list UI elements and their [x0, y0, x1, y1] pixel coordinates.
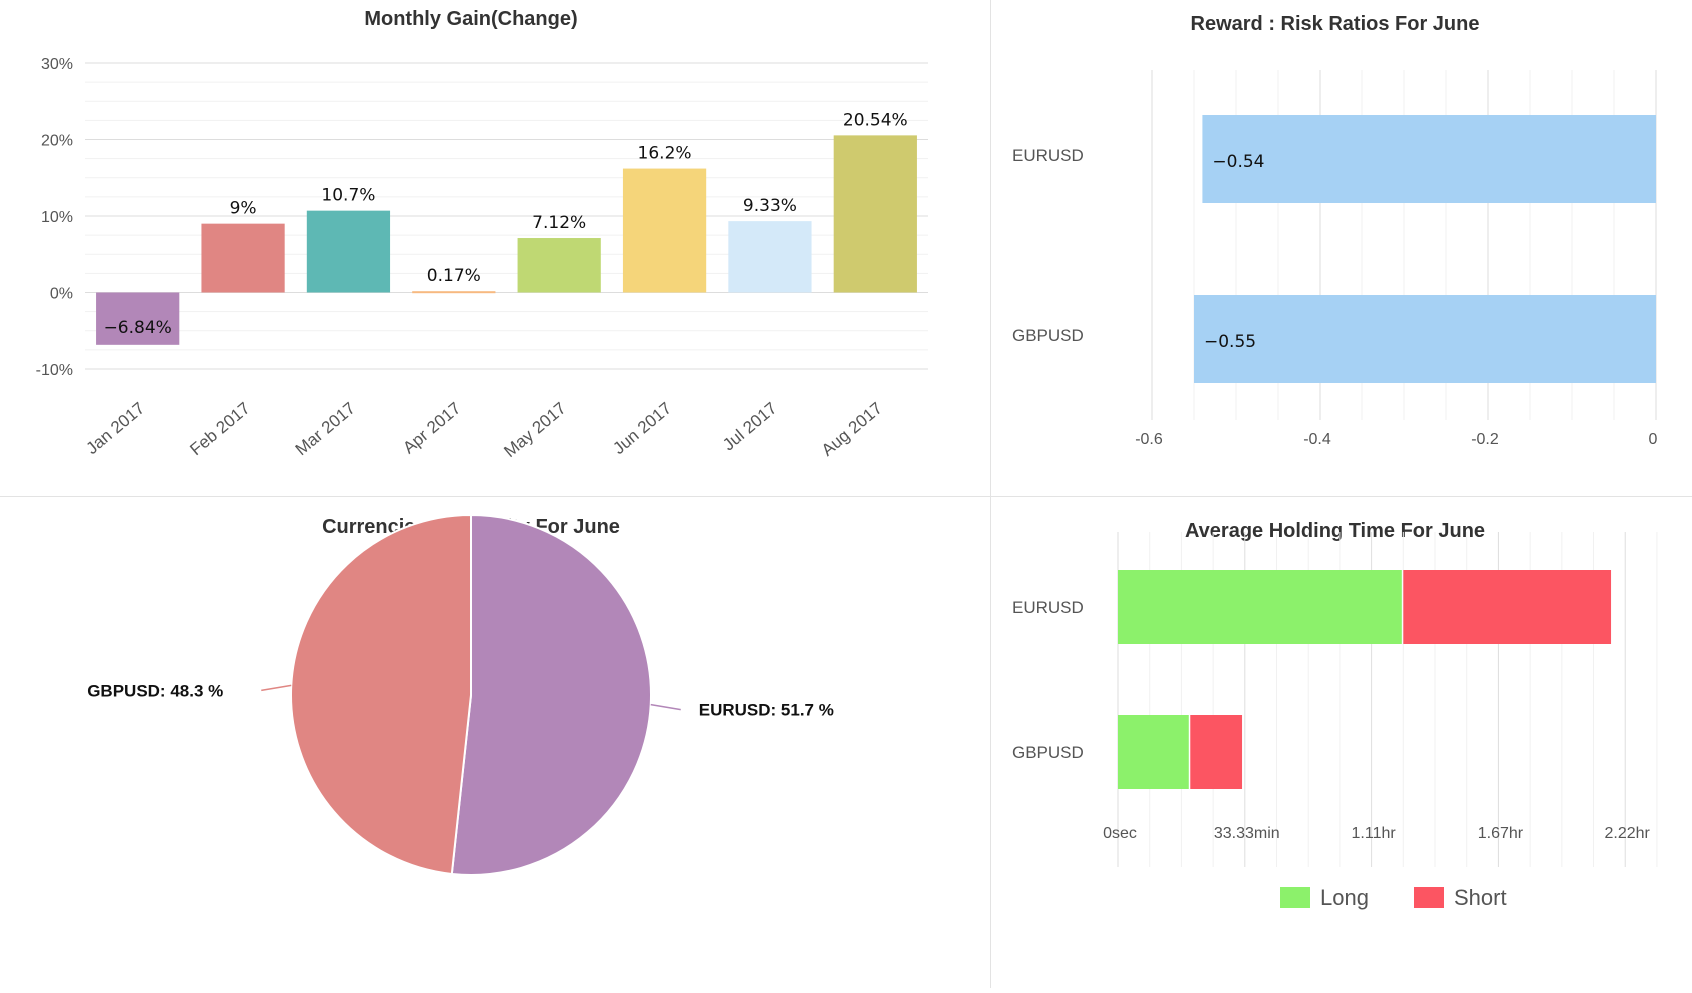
x-tick-label: Aug 2017: [818, 399, 886, 460]
x-tick-label: 1.11hr: [1352, 825, 1397, 842]
bar-jul-2017: [728, 221, 812, 293]
x-tick-label: -0.4: [1303, 431, 1331, 448]
x-tick-label: 33.33min: [1214, 825, 1280, 842]
y-tick-label: 20%: [41, 133, 73, 150]
bar-eurusd-short: [1403, 570, 1612, 644]
pie-labels: EURUSD: 51.7 % GBPUSD: 48.3 %: [87, 681, 834, 719]
holding-time-title: Average Holding Time For June: [1185, 520, 1485, 542]
legend-swatch-short: [1414, 887, 1444, 908]
pie-label-eurusd: EURUSD: 51.7 %: [699, 701, 834, 720]
y-tick-label: -10%: [36, 362, 73, 379]
currencies-popularity-panel: Currencies Popularity For June EURUSD: 5…: [0, 497, 990, 988]
x-tick-label: 0sec: [1103, 825, 1137, 842]
reward-risk-bars: [1194, 115, 1656, 383]
bar-may-2017: [517, 238, 601, 293]
bar-feb-2017: [201, 223, 285, 293]
horizontal-divider: [0, 496, 1692, 497]
currencies-popularity-chart: Currencies Popularity For June EURUSD: 5…: [87, 513, 834, 876]
data-label: 9%: [230, 199, 257, 219]
legend-swatch-long: [1280, 887, 1310, 908]
pie-label-connector: [650, 703, 681, 711]
bar-apr-2017: [412, 291, 496, 294]
reward-risk-panel: Reward : Risk Ratios For June −0.54 −0.55…: [992, 0, 1692, 495]
bar-gbpusd: [1194, 295, 1656, 383]
bar-mar-2017: [306, 210, 391, 293]
x-tick-label: 2.22hr: [1605, 825, 1651, 842]
bar-gbpusd-long: [1118, 715, 1189, 789]
data-label: 0.17%: [427, 266, 481, 286]
y-tick-label: 30%: [41, 56, 73, 73]
x-tick-label: -0.2: [1471, 431, 1499, 448]
pie-slice-gbpusd: [290, 513, 472, 876]
y-tick-label: EURUSD: [1012, 146, 1084, 165]
monthly-gain-gridlines: [85, 62, 928, 370]
x-tick-label: Jul 2017: [719, 399, 780, 455]
holding-time-panel: Average Holding Time For June EURUSD GBPU…: [992, 497, 1692, 988]
pie-label-connector: [261, 684, 292, 692]
y-tick-label: EURUSD: [1012, 598, 1084, 617]
data-label: 20.54%: [843, 110, 908, 130]
monthly-gain-x-axis: Jan 2017 Feb 2017 Mar 2017 Apr 2017 May 2017…: [82, 399, 885, 462]
holding-time-chart: Average Holding Time For June EURUSD GBPU…: [1012, 520, 1658, 910]
data-label: 16.2%: [638, 144, 692, 164]
bar-jan-2017: [96, 292, 180, 345]
monthly-gain-title: Monthly Gain(Change): [364, 8, 577, 30]
bar-gbpusd-short: [1190, 715, 1243, 789]
monthly-gain-bars: [96, 135, 917, 345]
holding-time-y-axis: EURUSD GBPUSD: [1012, 598, 1084, 762]
vertical-divider: [990, 0, 991, 988]
reward-risk-y-axis: EURUSD GBPUSD: [1012, 146, 1084, 345]
reward-risk-data-labels: −0.54 −0.55: [1204, 152, 1265, 352]
x-tick-label: 0: [1649, 431, 1658, 448]
bar-jun-2017: [622, 168, 707, 293]
reward-risk-chart: Reward : Risk Ratios For June −0.54 −0.55…: [1012, 13, 1658, 448]
holding-time-bars: [1118, 570, 1612, 789]
bar-aug-2017: [833, 135, 917, 293]
pie-slices: [290, 513, 652, 876]
x-tick-label: Apr 2017: [399, 399, 464, 458]
pie-label-gbpusd: GBPUSD: 48.3 %: [87, 681, 223, 700]
legend-label-short: Short: [1454, 885, 1507, 910]
x-tick-label: Jun 2017: [609, 399, 675, 459]
y-tick-label: GBPUSD: [1012, 743, 1084, 762]
holding-time-x-axis: 0sec 33.33min 1.11hr 1.67hr 2.22hr: [1103, 825, 1650, 842]
x-tick-label: Feb 2017: [186, 399, 253, 460]
y-tick-label: GBPUSD: [1012, 326, 1084, 345]
bar-eurusd: [1202, 115, 1656, 203]
data-label: 9.33%: [743, 196, 797, 216]
x-tick-label: Mar 2017: [292, 399, 359, 460]
x-tick-label: Jan 2017: [82, 399, 148, 459]
data-label: −0.54: [1212, 152, 1264, 172]
reward-risk-title: Reward : Risk Ratios For June: [1191, 13, 1480, 35]
monthly-gain-chart: Monthly Gain(Change) 30% 20% 10% 0% -10% −6.…: [36, 8, 928, 462]
x-tick-label: -0.6: [1135, 431, 1163, 448]
pie-slice-eurusd: [450, 513, 652, 876]
x-tick-label: May 2017: [500, 399, 569, 462]
holding-time-legend: Long Short: [1280, 885, 1507, 910]
y-tick-label: 0%: [50, 286, 73, 303]
monthly-gain-y-axis: 30% 20% 10% 0% -10%: [36, 56, 73, 379]
bar-eurusd-long: [1118, 570, 1402, 644]
data-label: 7.12%: [532, 213, 586, 233]
reward-risk-x-axis: -0.6 -0.4 -0.2 0: [1135, 431, 1657, 448]
data-label: −0.55: [1204, 332, 1256, 352]
monthly-gain-data-labels: −6.84% 9% 10.7% 0.17% 7.12% 16.2% 9.33% 20.54%: [104, 110, 908, 337]
y-tick-label: 10%: [41, 209, 73, 226]
monthly-gain-panel: Monthly Gain(Change) 30% 20% 10% 0% -10% −6.…: [0, 0, 990, 495]
x-tick-label: 1.67hr: [1478, 825, 1524, 842]
data-label: 10.7%: [321, 186, 375, 206]
legend-label-long: Long: [1320, 885, 1369, 910]
data-label: −6.84%: [104, 318, 172, 338]
